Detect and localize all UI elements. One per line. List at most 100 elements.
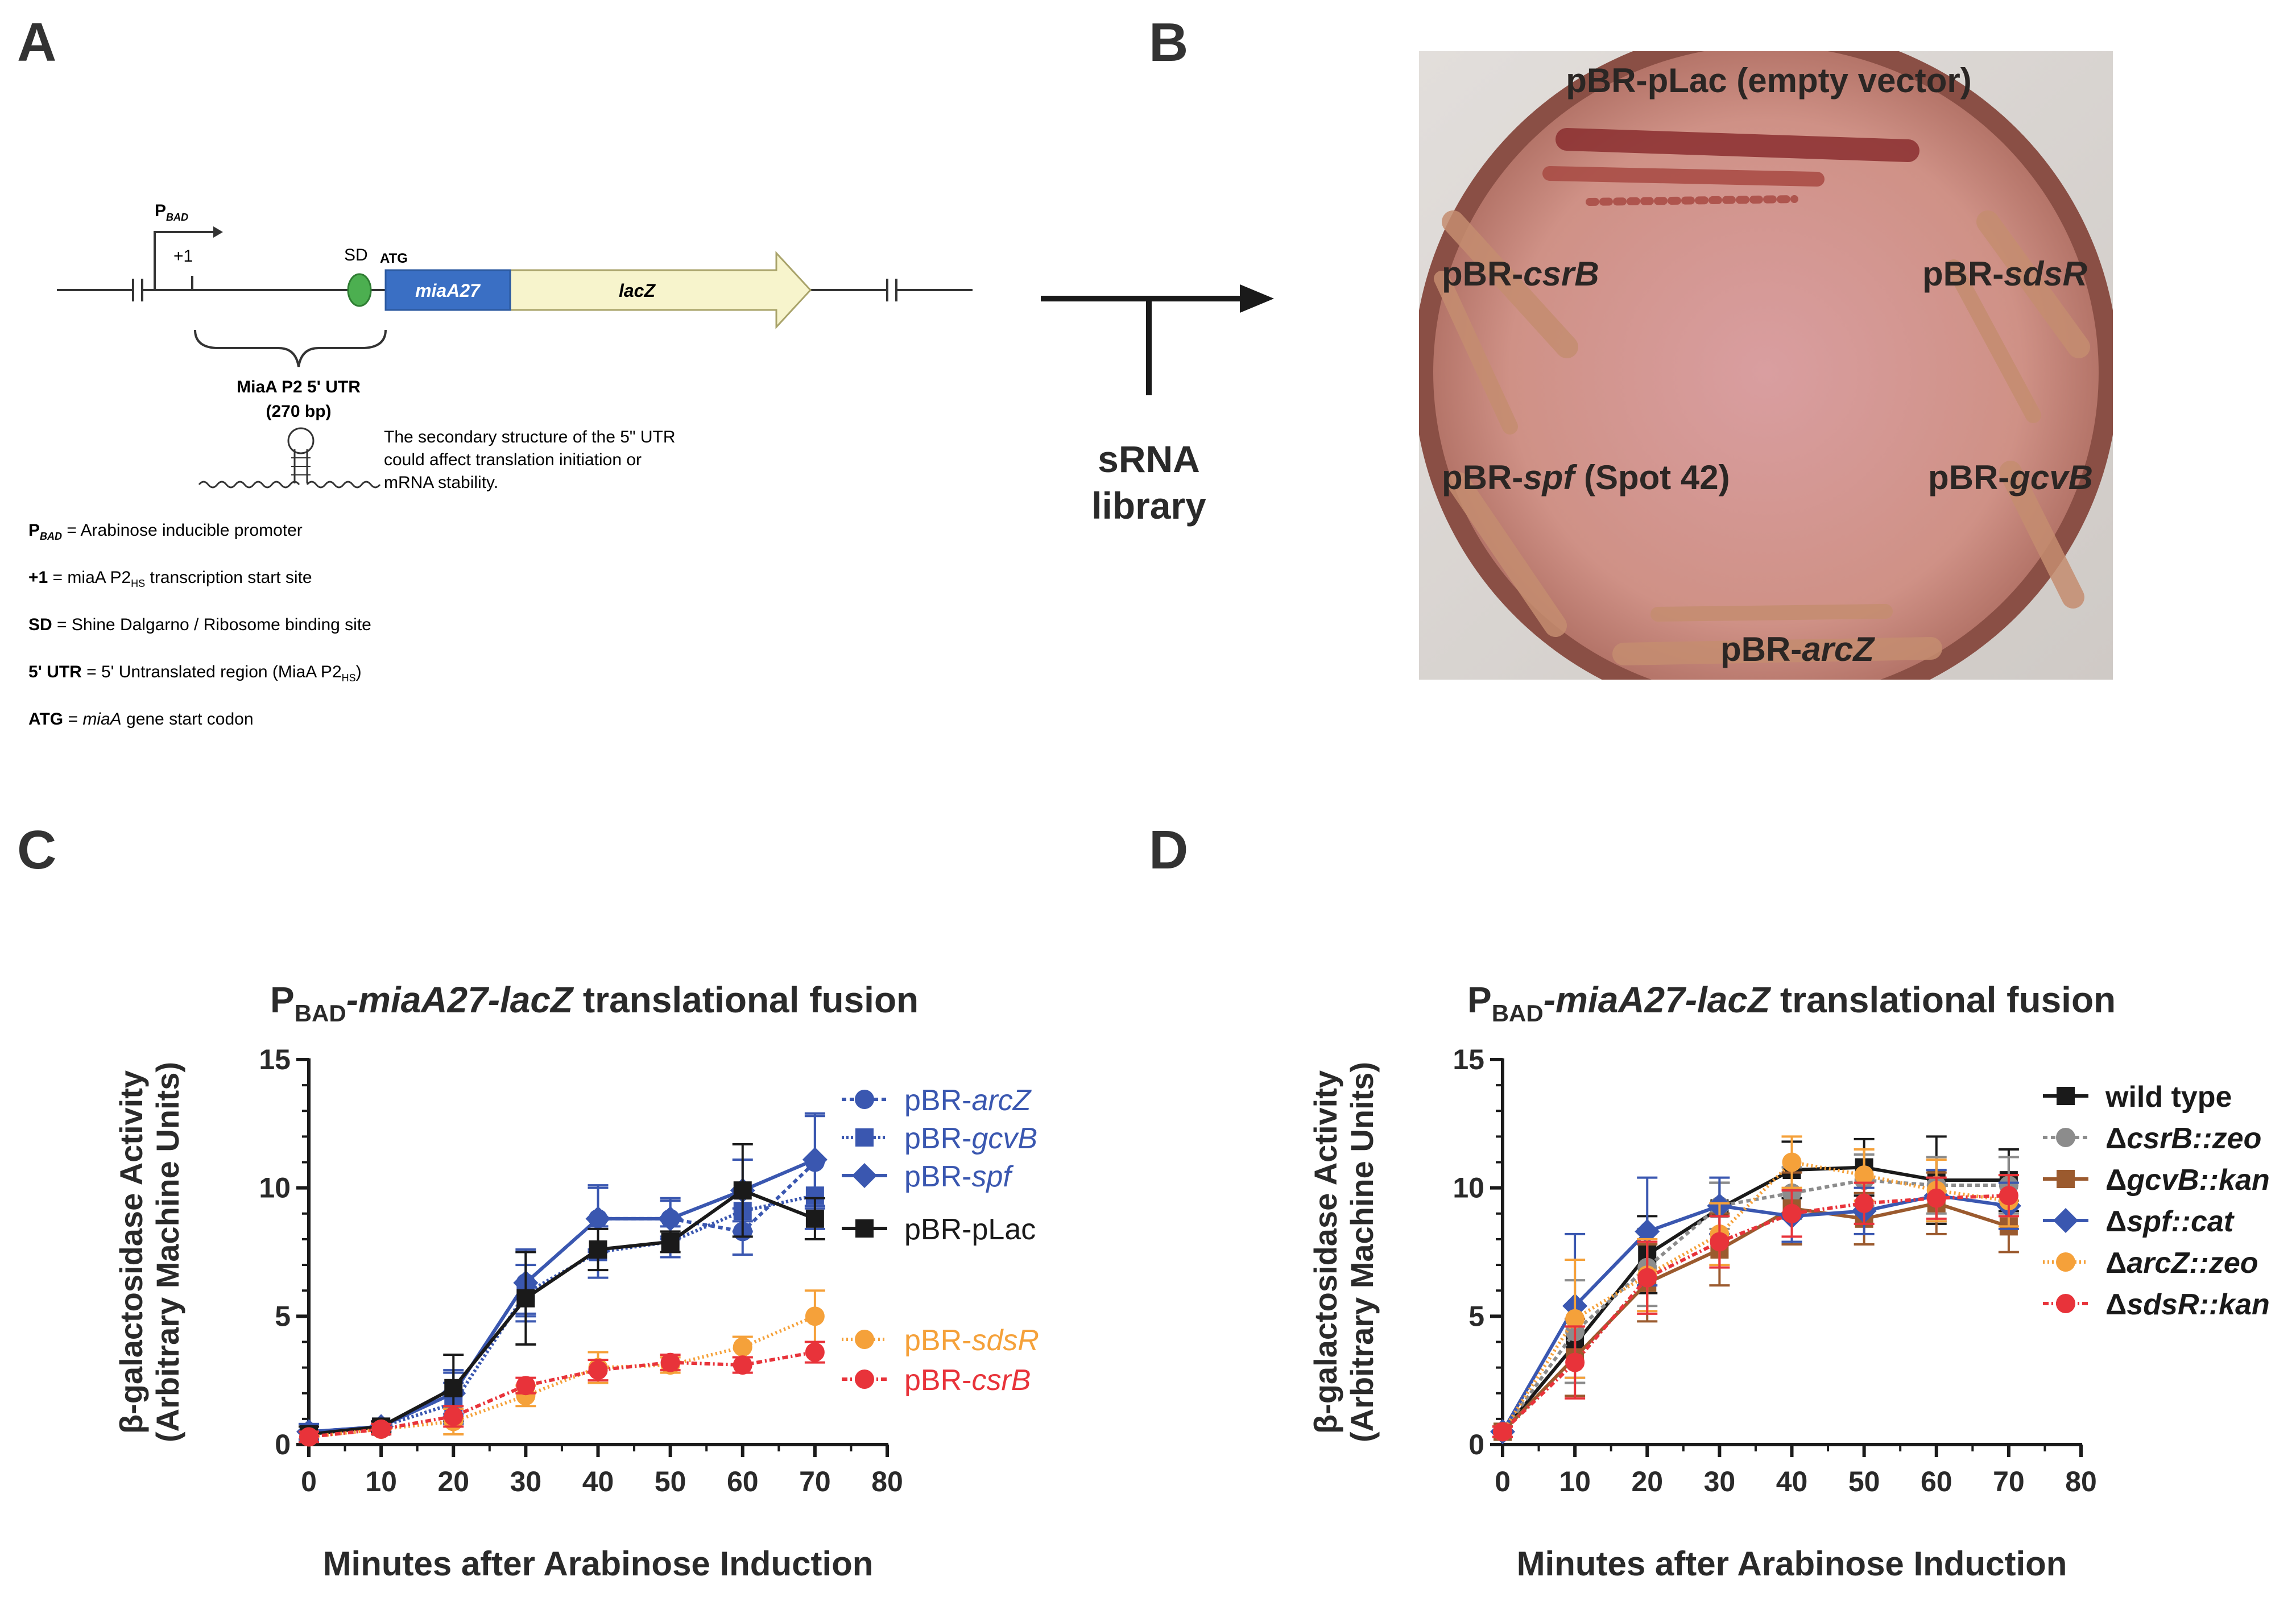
data-point [299,1427,318,1447]
atg-label: ATG [380,251,408,266]
plate-label-gcvb: pBR-gcvB [1928,458,2093,497]
miaa27-label: miaA27 [415,280,481,301]
series-line [1501,1194,2009,1433]
x-axis-label: Minutes after Arabinose Induction [323,1545,874,1583]
legend-label: ΔarcZ::zeo [2105,1247,2258,1280]
legend-row: ATG = miaA gene start codon [28,710,254,729]
chart-title: PBAD-miaA27-lacZ translational fusion [1467,979,2116,1027]
series-line [308,1194,816,1436]
chart-d: PBAD-miaA27-lacZ translational fusion β-g… [1308,979,2270,1583]
panel-label-c: C [17,820,57,880]
legend-marker [2056,1252,2075,1272]
legend-row: +1 = miaA P2HS transcription start site [28,568,312,589]
legend-marker [855,1219,874,1238]
structure-note: The secondary structure of the 5" UTR co… [384,428,680,492]
utr-label-line1: MiaA P2 5' UTR [237,378,361,396]
data-point [660,1352,680,1372]
data-point [588,1360,608,1380]
series-5 [299,1341,825,1447]
chart-legend: wild typeΔcsrB::zeoΔgcvB::kanΔspf::catΔa… [2043,1081,2270,1321]
y-tick-label: 10 [259,1172,291,1204]
series-line [308,1158,816,1434]
plate-label-sdsr: pBR-sdsR [1922,255,2087,293]
legend-row: 5' UTR = 5' Untranslated region (MiaA P2… [28,663,362,684]
x-tick-label: 80 [871,1466,903,1497]
data-point [1782,1203,1802,1223]
chart-c: PBAD-miaA27-lacZ translational fusion β-g… [113,979,1039,1583]
arrow-head-icon [1240,284,1274,313]
data-point [802,1147,828,1173]
data-point [516,1376,536,1396]
y-tick-label: 15 [1453,1044,1484,1075]
data-point [1635,1219,1660,1244]
series-1 [299,1161,825,1443]
data-point [1782,1152,1802,1172]
x-tick-label: 50 [655,1466,686,1497]
plate-label-spf: pBR-spf (Spot 42) [1442,458,1730,497]
series-line [1501,1194,2009,1433]
legend-label: pBR-spf [904,1160,1013,1193]
bacterial-streaks [1434,128,2090,665]
srna-library-arrow: sRNA library [1041,284,1274,527]
data-point [1999,1186,2018,1206]
agar-surface [1433,51,2099,680]
x-tick-label: 40 [1776,1466,1808,1497]
panel-label-a: A [17,12,57,73]
x-tick-label: 10 [365,1466,397,1497]
data-point [733,1355,752,1375]
data-point [661,1232,680,1251]
legend-marker [852,1163,877,1188]
lacz-label: lacZ [619,280,656,301]
series-0 [299,1115,825,1442]
series-5 [1492,1174,2019,1442]
legend-marker [855,1090,874,1109]
data-point [516,1289,535,1308]
data-point [1565,1352,1585,1372]
x-tick-label: 80 [2065,1466,2097,1497]
y-tick-label: 0 [275,1429,291,1461]
legend-marker [855,1128,874,1147]
legend-marker [2056,1128,2075,1147]
construct-diagram: PBAD +1 SD ATG lacZ miaA27 MiaA P2 5' UT… [28,201,973,729]
lacz-gene-arrow [509,251,812,329]
utr-label-line2: (270 bp) [266,402,331,421]
sd-oval [347,273,372,307]
y-tick-label: 15 [259,1044,291,1075]
y-axis-label: β-galactosidase Activity(Arbitrary Machi… [113,1062,185,1442]
data-point [733,1337,752,1357]
mrna-stemloop-icon [198,427,381,489]
x-tick-label: 30 [510,1466,542,1497]
panel-label-d: D [1149,820,1189,880]
legend-marker [855,1330,874,1349]
data-point [805,1209,824,1228]
series-2 [296,1112,828,1445]
plate-label-arcz: pBR-arcZ [1720,630,1875,668]
x-tick-label: 70 [1993,1466,2025,1497]
legend-row: PBAD = Arabinose inducible promoter [28,521,303,542]
data-point [1710,1232,1730,1252]
legend-marker [2053,1208,2078,1233]
y-tick-label: 0 [1468,1429,1484,1461]
chart-title: PBAD-miaA27-lacZ translational fusion [270,979,919,1027]
series-line [308,1350,816,1439]
data-point [1637,1268,1657,1288]
legend-marker [2057,1170,2075,1188]
data-point [1926,1188,1946,1208]
legend-label: ΔsdsR::kan [2105,1288,2270,1321]
x-tick-label: 20 [437,1466,469,1497]
x-tick-label: 10 [1559,1466,1591,1497]
legend-label: ΔgcvB::kan [2105,1164,2270,1197]
data-point [733,1181,752,1200]
x-tick-label: 0 [1495,1466,1511,1497]
x-tick-label: 0 [301,1466,317,1497]
x-tick-label: 30 [1704,1466,1736,1497]
data-point [1493,1422,1512,1442]
agar-plate-photo: pBR-pLac (empty vector) pBR-csrB pBR-sds… [1419,51,2113,680]
srna-library-line1: sRNA [1098,438,1200,480]
x-tick-label: 50 [1848,1466,1880,1497]
break-mark-left [132,279,143,301]
data-point [1854,1165,1874,1185]
series-3 [299,1143,825,1443]
data-point [371,1419,391,1439]
break-mark-right [886,279,897,301]
